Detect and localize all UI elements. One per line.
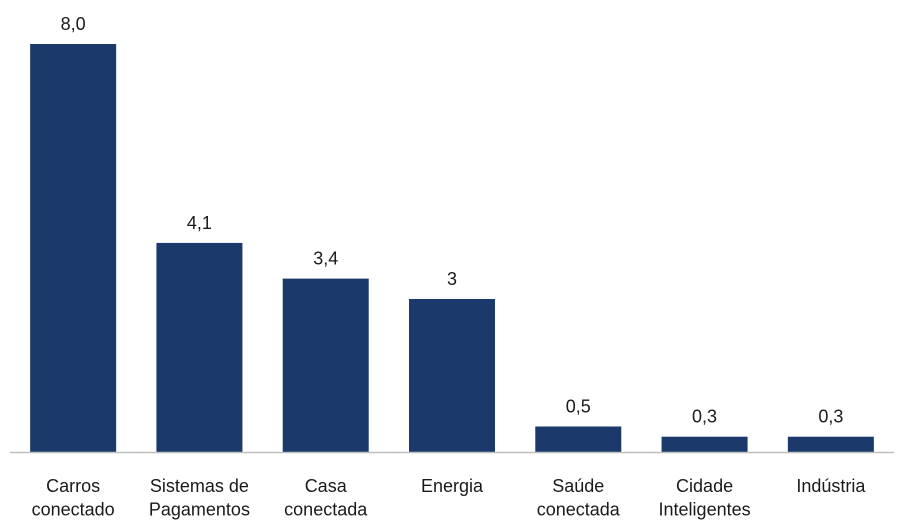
data-label-3: 3 [447,269,457,289]
bar-4 [535,426,622,452]
bars-layer [30,44,874,452]
data-label-4: 0,5 [566,397,591,417]
category-label-6-line-0: Indústria [796,476,866,496]
category-label-1: Sistemas de Pagamentos [149,476,250,519]
data-label-6: 0,3 [818,407,843,427]
bar-5 [661,436,748,452]
data-label-5: 0,3 [692,407,717,427]
category-label-3: Energia [421,476,484,496]
data-label-0: 8,0 [61,14,86,34]
category-label-2-line-1: conectada [284,499,368,519]
category-label-3-line-0: Energia [421,476,484,496]
category-label-0-line-1: conectado [32,499,115,519]
category-label-4-line-1: conectada [537,499,621,519]
bar-2 [282,278,369,452]
category-label-6: Indústria [796,476,866,496]
bar-1 [156,242,243,452]
category-label-1-line-1: Pagamentos [149,499,250,519]
category-label-2-line-0: Casa [305,476,348,496]
category-label-5-line-0: Cidade [676,476,733,496]
category-label-0-line-0: Carros [46,476,100,496]
bar-6 [787,436,874,452]
category-labels-layer: Carros conectado Sistemas de Pagamentos Casa… [32,476,867,519]
value-labels-layer: 8,0 4,1 3,4 3 0,5 0,3 0,3 [61,14,844,427]
category-label-4-line-0: Saúde [552,476,604,496]
category-label-4: Saúde conectada [537,476,621,519]
category-label-2: Casa conectada [284,476,368,519]
category-label-0: Carros conectado [32,476,115,519]
bar-3 [409,299,495,452]
category-label-5-line-1: Inteligentes [659,499,751,519]
bar-0 [30,44,117,452]
category-label-5: Cidade Inteligentes [659,476,751,519]
data-label-2: 3,4 [313,249,338,269]
category-label-1-line-0: Sistemas de [150,476,249,496]
data-label-1: 4,1 [187,213,212,233]
